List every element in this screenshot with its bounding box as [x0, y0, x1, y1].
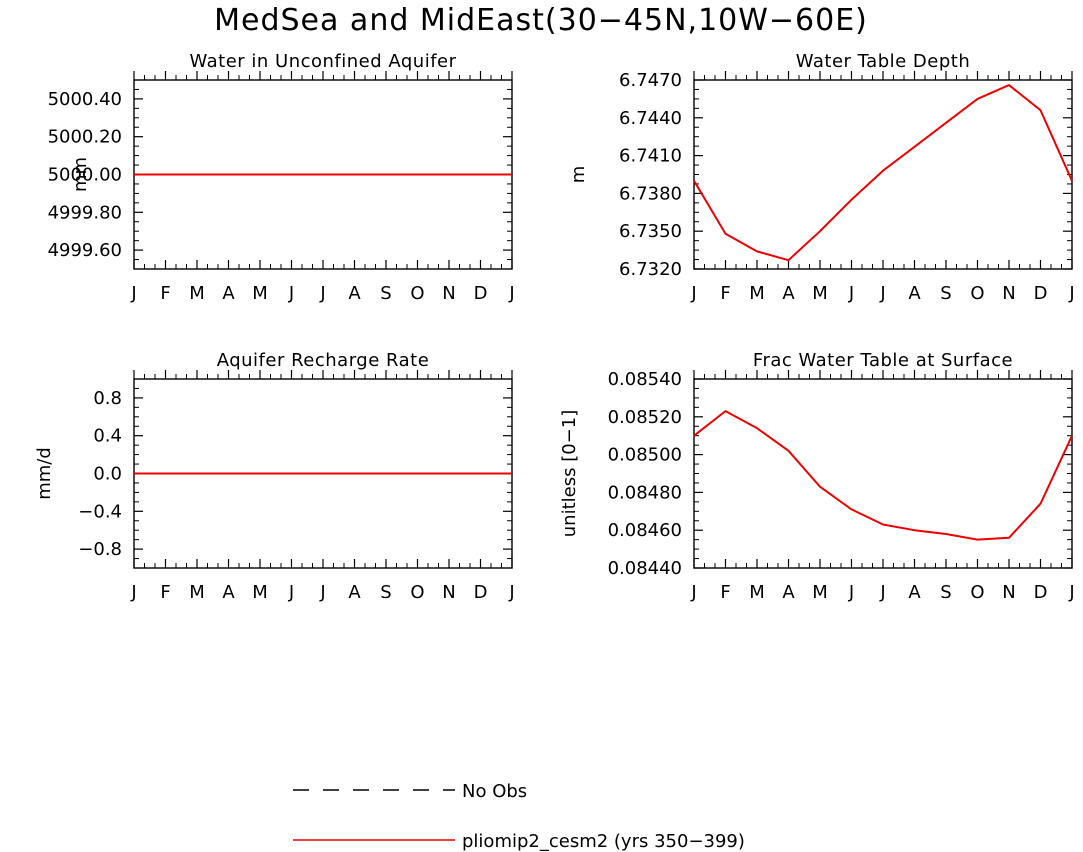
x-tick-label: D	[474, 283, 488, 304]
panel-title: Aquifer Recharge Rate	[217, 350, 430, 371]
x-tick-label: N	[1002, 283, 1015, 304]
x-tick-label: O	[970, 283, 984, 304]
y-tick-label: 6.7350	[619, 221, 682, 242]
x-tick-label: J	[1068, 582, 1074, 603]
y-tick-label: 0.8	[93, 388, 122, 409]
x-tick-label: J	[690, 283, 696, 304]
y-tick-label: 6.7410	[619, 146, 682, 167]
x-tick-label: D	[474, 582, 488, 603]
y-tick-label: −0.8	[78, 539, 122, 560]
y-tick-label: 0.08480	[608, 482, 682, 503]
x-tick-label: J	[288, 582, 294, 603]
y-tick-label: 4999.80	[48, 202, 122, 223]
x-tick-label: N	[1002, 582, 1015, 603]
x-tick-label: A	[348, 283, 361, 304]
panel-title: Water in Unconfined Aquifer	[189, 51, 456, 72]
x-tick-label: N	[442, 283, 455, 304]
x-tick-label: N	[442, 582, 455, 603]
x-tick-label: A	[908, 582, 921, 603]
figure-title: MedSea and MidEast(30−45N,10W−60E)	[214, 3, 868, 38]
x-tick-label: F	[160, 582, 170, 603]
y-tick-label: 5000.40	[48, 89, 122, 110]
y-tick-label: 0.08440	[608, 558, 682, 579]
x-tick-label: A	[908, 283, 921, 304]
x-tick-label: M	[812, 283, 828, 304]
x-tick-label: M	[749, 283, 765, 304]
x-tick-label: A	[222, 283, 235, 304]
x-tick-label: J	[288, 283, 294, 304]
x-tick-label: A	[222, 582, 235, 603]
x-tick-label: M	[252, 283, 268, 304]
x-tick-label: F	[720, 283, 730, 304]
x-tick-label: S	[380, 283, 391, 304]
y-tick-label: 0.4	[93, 426, 122, 447]
y-tick-label: 0.0	[93, 464, 122, 485]
x-tick-label: J	[879, 283, 885, 304]
y-tick-label: 6.7380	[619, 183, 682, 204]
x-tick-label: A	[782, 582, 795, 603]
x-tick-label: O	[970, 582, 984, 603]
y-tick-label: 5000.20	[48, 127, 122, 148]
y-axis-label: mm	[70, 157, 91, 192]
x-tick-label: J	[319, 582, 325, 603]
x-tick-label: J	[130, 283, 136, 304]
x-tick-label: J	[1068, 283, 1074, 304]
x-tick-label: M	[749, 582, 765, 603]
y-axis-label: m	[568, 166, 589, 184]
x-tick-label: M	[252, 582, 268, 603]
x-tick-label: A	[348, 582, 361, 603]
x-tick-label: J	[879, 582, 885, 603]
x-tick-label: M	[189, 582, 205, 603]
y-tick-label: 5000.00	[48, 165, 122, 186]
panel-title: Water Table Depth	[796, 51, 971, 72]
y-tick-label: 6.7440	[619, 108, 682, 129]
x-tick-label: D	[1034, 283, 1048, 304]
x-tick-label: S	[940, 283, 951, 304]
x-tick-label: J	[848, 582, 854, 603]
y-tick-label: −0.4	[78, 501, 122, 522]
legend-model-label: pliomip2_cesm2 (yrs 350−399)	[462, 831, 745, 852]
x-tick-label: D	[1034, 582, 1048, 603]
x-tick-label: F	[160, 283, 170, 304]
legend-obs-label: No Obs	[462, 781, 527, 802]
x-tick-label: M	[189, 283, 205, 304]
series-line	[693, 84, 1073, 262]
legend: No Obs pliomip2_cesm2 (yrs 350−399)	[293, 781, 745, 852]
y-axis-label: unitless [0−1]	[559, 410, 580, 537]
x-tick-label: A	[782, 283, 795, 304]
y-tick-label: 6.7320	[619, 259, 682, 280]
x-tick-label: J	[319, 283, 325, 304]
x-tick-label: F	[720, 582, 730, 603]
plot-frame	[693, 79, 1073, 270]
x-tick-label: S	[940, 582, 951, 603]
y-tick-label: 0.08520	[608, 407, 682, 428]
y-tick-label: 4999.60	[48, 240, 122, 261]
y-axis-label: mm/d	[34, 447, 55, 500]
panel-title: Frac Water Table at Surface	[753, 350, 1013, 371]
x-tick-label: J	[848, 283, 854, 304]
y-tick-label: 0.08460	[608, 520, 682, 541]
y-tick-label: 0.08500	[608, 445, 682, 466]
y-tick-label: 0.08540	[608, 369, 682, 390]
x-tick-label: O	[410, 283, 424, 304]
series-line	[693, 410, 1073, 541]
y-tick-label: 6.7470	[619, 70, 682, 91]
x-tick-label: J	[130, 582, 136, 603]
x-tick-label: O	[410, 582, 424, 603]
x-tick-label: S	[380, 582, 391, 603]
plot-frame	[693, 378, 1073, 569]
x-tick-label: M	[812, 582, 828, 603]
x-tick-label: J	[508, 582, 514, 603]
x-tick-label: J	[690, 582, 696, 603]
x-tick-label: J	[508, 283, 514, 304]
